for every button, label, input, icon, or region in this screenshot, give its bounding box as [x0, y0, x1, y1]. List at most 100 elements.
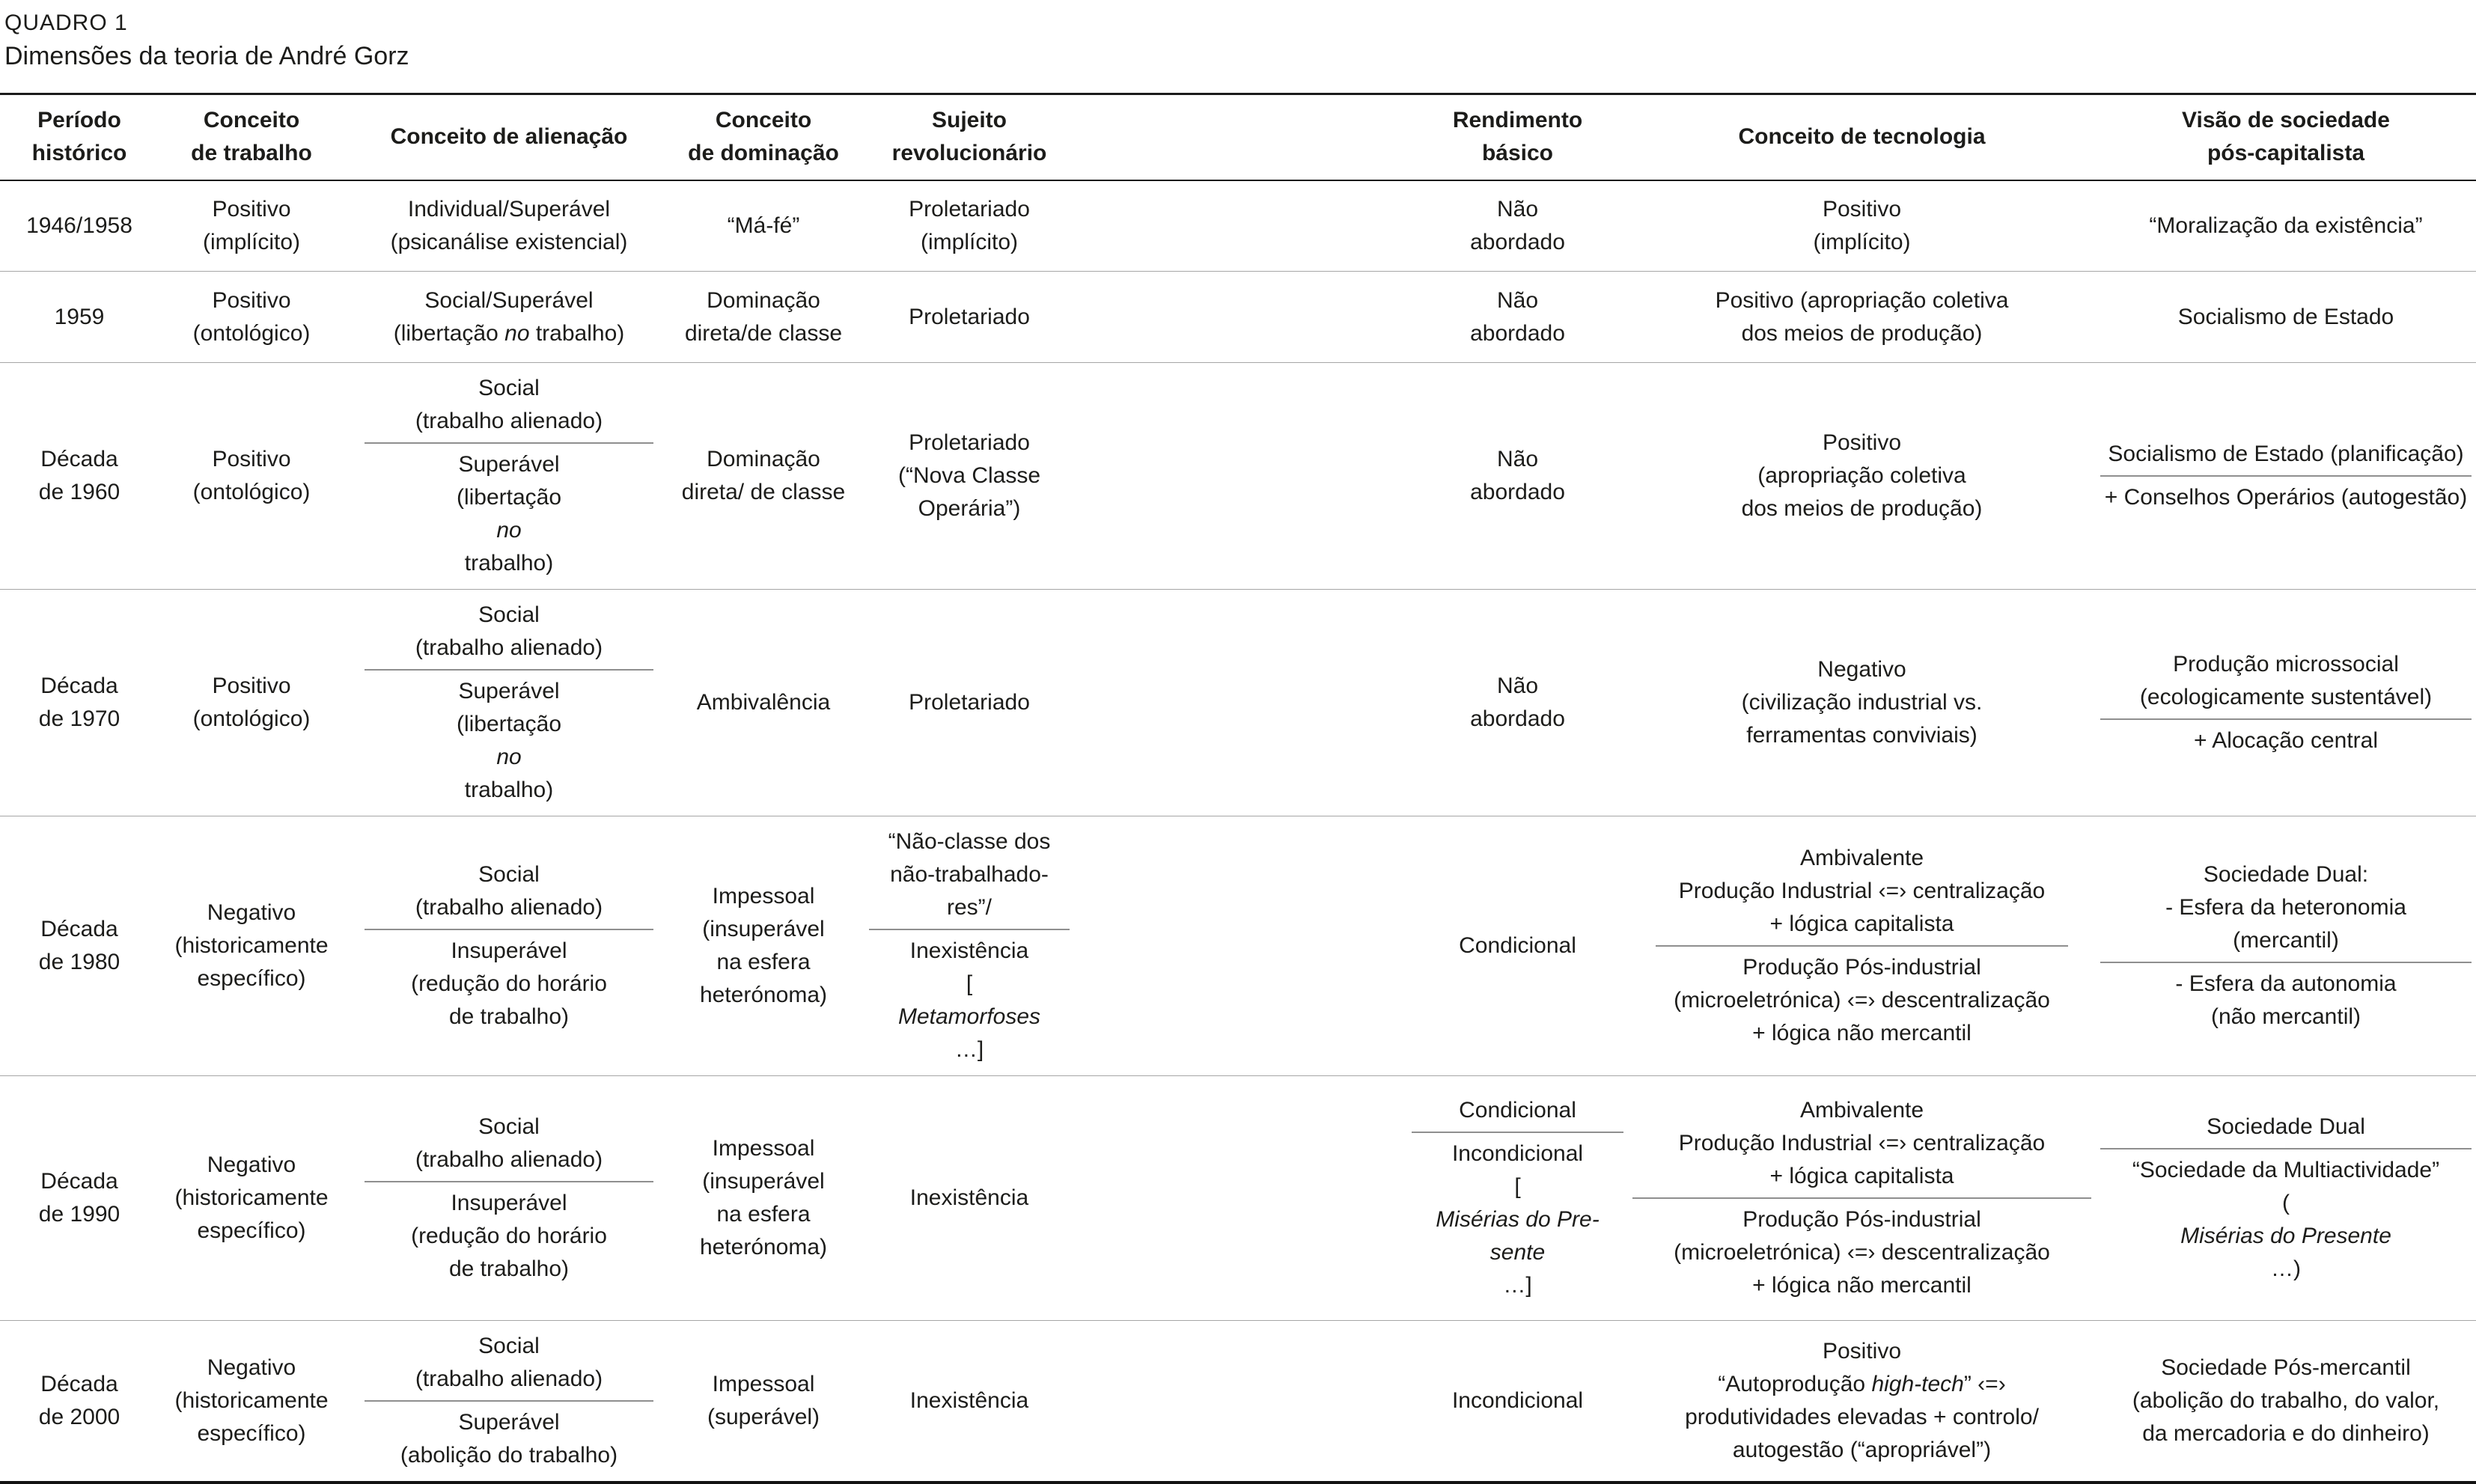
cell-sujeito: Proletariado (“Nova Classe Operária”) [853, 362, 1085, 590]
cell-rendimento: Incondicional [1407, 1320, 1628, 1483]
cell-periodo: 1946/1958 [26, 213, 132, 238]
cell-trabalho: Positivo (ontológico) [159, 589, 344, 816]
cell-rendimento: Não abordado [1470, 196, 1565, 254]
cell-alienacao: Social (trabalho alienado) Superável (li… [344, 362, 674, 590]
cell-rendimento: Não abordado [1407, 271, 1628, 363]
cell-alienacao: Social/Superável (libertação no trabalho… [344, 271, 674, 363]
col-header-rendimento: Rendimento básico [1407, 94, 1628, 181]
cell-top: Social (trabalho alienado) [415, 376, 603, 433]
col-header-dominacao: Conceito de dominação [674, 94, 853, 181]
cell-top: Ambivalente Produção Industrial ‹=› cent… [1678, 1098, 2046, 1188]
cell-top: “Não-classe dos não-trabalhado- res”/ [888, 829, 1051, 920]
cell-dominacao: “Má-fé” [727, 213, 800, 238]
cell-bottom: Superável (abolição do trabalho) [400, 1410, 618, 1468]
cell-bottom: + Conselhos Operários (autogestão) [2104, 485, 2468, 510]
cell-bottom: Produção Pós-industrial (microeletrónica… [1674, 955, 2050, 1045]
cell-tecnologia: Positivo “Autoprodução high-tech” ‹=› pr… [1628, 1320, 2096, 1483]
cell-periodo: Década de 1990 [0, 1075, 159, 1321]
cell-sujeito: Proletariado [853, 271, 1085, 363]
cell-rendimento: Não abordado [1407, 589, 1628, 816]
cell-visao: Sociedade Pós-mercantil (abolição do tra… [2096, 1320, 2476, 1483]
cell-visao: Sociedade Dual: - Esfera da heteronomia … [2096, 816, 2476, 1076]
table-number: QUADRO 1 [4, 10, 128, 35]
cell-sujeito: Proletariado (implícito) [909, 196, 1030, 254]
col-header-tecnologia: Conceito de tecnologia [1628, 94, 2096, 181]
cell-tecnologia: Ambivalente Produção Industrial ‹=› cent… [1628, 1075, 2096, 1321]
col-header-spacer [1085, 94, 1407, 181]
cell-bottom: Superável (libertação no trabalho) [456, 679, 562, 802]
header-row: Período histórico Conceito de trabalho C… [0, 94, 2476, 181]
cell-bottom: - Esfera da autonomia (não mercantil) [2175, 971, 2397, 1029]
cell-rendimento: Não abordado [1407, 362, 1628, 590]
cell-alienacao: Social (trabalho alienado) Superável (li… [344, 589, 674, 816]
cell-alienacao: Social (trabalho alienado) Insuperável (… [344, 816, 674, 1076]
col-header-visao: Visão de sociedade pós-capitalista [2096, 94, 2476, 181]
cell-tecnologia: Positivo (apropriação coletiva dos meios… [1628, 362, 2096, 590]
cell-top: Sociedade Dual: - Esfera da heteronomia … [2165, 862, 2406, 953]
spacer-cell [1085, 180, 1407, 272]
row-decada-1980: Década de 1980 Negativo (historicamente … [0, 816, 2476, 1076]
cell-dominacao: Impessoal (insuperável na esfera heterón… [674, 816, 853, 1076]
spacer-cell [1085, 816, 1407, 1076]
cell-divider [365, 442, 653, 444]
cell-divider [2100, 962, 2472, 963]
row-decada-1960: Década de 1960 Positivo (ontológico) Soc… [0, 362, 2476, 590]
cell-tecnologia: Negativo (civilização industrial vs. fer… [1628, 589, 2096, 816]
row-1946-1958: 1946/1958 Positivo (implícito) Individua… [0, 180, 2476, 272]
cell-bottom: + Alocação central [2194, 728, 2378, 753]
cell-alienacao: Individual/Superável (psicanálise existe… [390, 196, 628, 254]
cell-top: Social (trabalho alienado) [415, 1114, 603, 1172]
cell-visao: Socialismo de Estado [2096, 271, 2476, 363]
cell-trabalho: Positivo (implícito) [202, 196, 300, 254]
cell-dominacao: Dominação direta/ de classe [674, 362, 853, 590]
cell-bottom: Produção Pós-industrial (microeletrónica… [1674, 1207, 2050, 1298]
cell-tecnologia: Positivo (apropriação coletiva dos meios… [1628, 271, 2096, 363]
cell-divider [1655, 945, 2069, 947]
cell-dominacao: Ambivalência [674, 589, 853, 816]
cell-divider [365, 929, 653, 930]
cell-alienacao: Social (trabalho alienado) Superável (ab… [344, 1320, 674, 1483]
row-decada-1970: Década de 1970 Positivo (ontológico) Soc… [0, 589, 2476, 816]
cell-sujeito: Inexistência [853, 1320, 1085, 1483]
cell-trabalho: Negativo (historicamente específico) [159, 1320, 344, 1483]
cell-periodo: 1959 [0, 271, 159, 363]
cell-dominacao: Impessoal (insuperável na esfera heterón… [674, 1075, 853, 1321]
cell-sujeito: Proletariado [853, 589, 1085, 816]
cell-sujeito: Inexistência [853, 1075, 1085, 1321]
col-header-alienacao: Conceito de alienação [344, 94, 674, 181]
cell-trabalho: Negativo (historicamente específico) [159, 816, 344, 1076]
cell-tecnologia: Positivo (implícito) [1813, 196, 1911, 254]
cell-bottom: “Sociedade da Multiactividade” (Misérias… [2132, 1158, 2440, 1281]
col-header-sujeito: Sujeito revolucionário [853, 94, 1085, 181]
cell-divider [2100, 475, 2472, 477]
cell-divider [2100, 718, 2472, 720]
cell-bottom: Insuperável (redução do horário de traba… [411, 1191, 607, 1281]
cell-bottom: Incondicional [Misérias do Pre- sente…] [1436, 1141, 1600, 1298]
cell-top: Socialismo de Estado (planificação) [2108, 442, 2464, 466]
spacer-cell [1085, 1320, 1407, 1483]
cell-divider [2100, 1148, 2472, 1149]
cell-bottom: Insuperável (redução do horário de traba… [411, 938, 607, 1029]
table-caption: QUADRO 1 Dimensões da teoria de André Go… [0, 0, 2476, 73]
cell-visao: Produção microssocial (ecologicamente su… [2096, 589, 2476, 816]
cell-rendimento: Condicional [1407, 816, 1628, 1076]
cell-divider [868, 929, 1070, 930]
cell-periodo: Década de 1960 [0, 362, 159, 590]
spacer-cell [1085, 1075, 1407, 1321]
cell-rendimento: Condicional Incondicional [Misérias do P… [1407, 1075, 1628, 1321]
spacer-cell [1085, 362, 1407, 590]
cell-visao: Socialismo de Estado (planificação) + Co… [2096, 362, 2476, 590]
cell-dominacao: Impessoal (superável) [674, 1320, 853, 1483]
cell-top: Condicional [1459, 1098, 1576, 1123]
cell-bottom: Superável (libertação no trabalho) [456, 452, 562, 575]
cell-top: Ambivalente Produção Industrial ‹=› cent… [1678, 846, 2046, 936]
cell-top: Social (trabalho alienado) [415, 602, 603, 660]
spacer-cell [1085, 589, 1407, 816]
row-decada-2000: Década de 2000 Negativo (historicamente … [0, 1320, 2476, 1483]
cell-periodo: Década de 2000 [0, 1320, 159, 1483]
cell-alienacao: Social (trabalho alienado) Insuperável (… [344, 1075, 674, 1321]
cell-divider [1412, 1132, 1623, 1133]
cell-tecnologia: Ambivalente Produção Industrial ‹=› cent… [1628, 816, 2096, 1076]
cell-top: Produção microssocial (ecologicamente su… [2139, 652, 2433, 709]
cell-trabalho: Positivo (ontológico) [159, 271, 344, 363]
